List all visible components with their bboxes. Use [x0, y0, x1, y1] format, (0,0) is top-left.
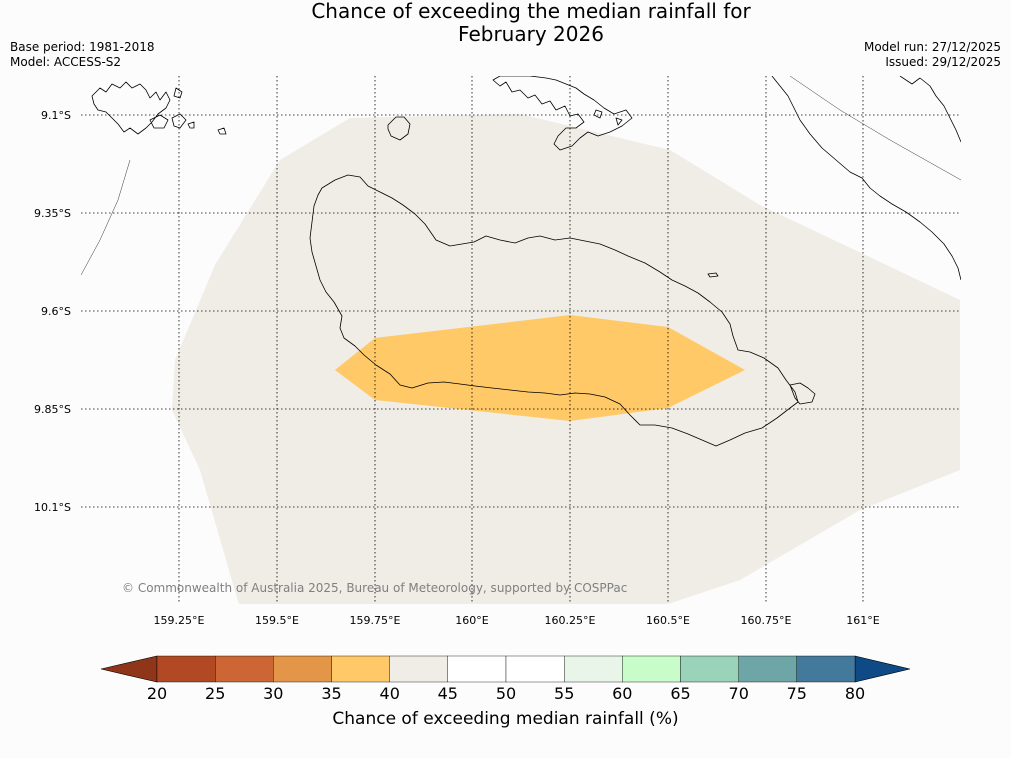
- lat-label: 9.85°S: [34, 403, 71, 416]
- colorbar-segment: [796, 655, 856, 683]
- colorbar-segment: [680, 655, 739, 683]
- islet-coast: [707, 272, 719, 278]
- colorbar-tick: 20: [147, 684, 167, 703]
- colorbar-tick: 80: [845, 684, 865, 703]
- colorbar-segment: [505, 655, 565, 683]
- lon-label: 160.75°E: [741, 614, 792, 627]
- region-35-40: [335, 315, 745, 421]
- coastlines: [81, 76, 961, 447]
- colorbar-tick: 45: [438, 684, 458, 703]
- guadalcanal-coast: [309, 174, 799, 447]
- colorbar-under-arrow: [100, 655, 158, 683]
- colorbar-segment: [564, 655, 623, 683]
- colorbar-ticks: 20 25 30 35 40 45 50 55 60 65 70 75 80: [147, 684, 865, 703]
- west-reef-line: [81, 159, 131, 276]
- lon-label: 159.75°E: [350, 614, 401, 627]
- colorbar-tick: 50: [496, 684, 516, 703]
- colorbar-segment: [447, 655, 507, 683]
- lon-label: 159.25°E: [154, 614, 205, 627]
- colorbar-segments: [156, 655, 856, 683]
- colorbar-segment: [622, 655, 681, 683]
- lon-labels: 159.25°E 159.5°E 159.75°E 160°E 160.25°E…: [154, 614, 880, 627]
- model-run: Model run: 27/12/2025: [863, 40, 1001, 54]
- colorbar-segment: [273, 655, 332, 683]
- colorbar-over-arrow: [854, 655, 911, 683]
- lon-grid: [178, 76, 864, 604]
- colorbar-tick: 65: [670, 684, 690, 703]
- colorbar-segment: [738, 655, 798, 683]
- lat-grid: [81, 114, 961, 508]
- lon-label: 159.5°E: [255, 614, 299, 627]
- lat-label: 10.1°S: [34, 501, 71, 514]
- florida-small-islands: [593, 109, 623, 126]
- lat-labels: 9.1°S 9.35°S 9.6°S 9.85°S 10.1°S: [34, 109, 71, 514]
- colorbar-segment: [156, 655, 216, 683]
- savo-island-coast: [387, 116, 411, 141]
- base-period: Base period: 1981-2018: [10, 40, 155, 54]
- colorbar-tick: 55: [554, 684, 574, 703]
- nggela-coast: [492, 76, 633, 151]
- issued-date: Issued: 29/12/2025: [885, 55, 1001, 69]
- lon-label: 161°E: [846, 614, 879, 627]
- colorbar-tick: 60: [612, 684, 632, 703]
- colorbar-tick: 40: [380, 684, 400, 703]
- colorbar-segment: [389, 655, 449, 683]
- colorbar-tick: 30: [263, 684, 283, 703]
- lat-label: 9.6°S: [41, 305, 71, 318]
- lat-label: 9.1°S: [41, 109, 71, 122]
- lon-label: 160°E: [455, 614, 488, 627]
- lon-label: 160.25°E: [545, 614, 596, 627]
- marau-coast: [789, 382, 816, 405]
- colorbar-segment: [214, 655, 274, 683]
- colorbar-segment: [331, 655, 390, 683]
- malaita-reef-line: [789, 76, 961, 181]
- malaita-coast: [771, 76, 961, 281]
- lat-label: 9.35°S: [34, 207, 71, 220]
- colorbar-tick: 25: [205, 684, 225, 703]
- map-title-line1: Chance of exceeding the median rainfall …: [311, 0, 751, 23]
- map-area: © Commonwealth of Australia 2025, Bureau…: [81, 76, 961, 604]
- meta-right: Model run: 27/12/2025 Issued: 29/12/2025: [864, 40, 1001, 70]
- west-islands-coast: [91, 81, 227, 135]
- map-title-line2: February 2026: [458, 22, 604, 46]
- lon-label: 160.5°E: [646, 614, 690, 627]
- meta-left: Base period: 1981-2018 Model: ACCESS-S2: [10, 40, 155, 70]
- copyright-note: © Commonwealth of Australia 2025, Bureau…: [122, 581, 627, 595]
- map-title: Chance of exceeding the median rainfall …: [0, 0, 1011, 46]
- colorbar-tick: 70: [729, 684, 749, 703]
- model-name: Model: ACCESS-S2: [10, 55, 122, 69]
- colorbar: 20 25 30 35 40 45 50 55 60 65 70 75 80: [100, 655, 911, 703]
- colorbar-tick: 75: [787, 684, 807, 703]
- colorbar-label: Chance of exceeding median rainfall (%): [332, 709, 679, 729]
- colorbar-tick: 35: [321, 684, 341, 703]
